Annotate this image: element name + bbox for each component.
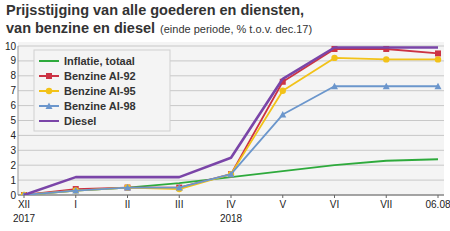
x-tick bbox=[179, 195, 180, 198]
x-tick-label: II bbox=[125, 199, 131, 210]
y-tick-label: 8 bbox=[10, 70, 16, 81]
series-line bbox=[24, 58, 438, 195]
note: (einde periode, % t.o.v. dec.17) bbox=[160, 23, 312, 35]
x-tick-label: IV bbox=[226, 199, 236, 210]
legend-label: Benzine AI-95 bbox=[64, 85, 136, 97]
y-tick-label: 6 bbox=[10, 100, 16, 111]
x-tick bbox=[282, 195, 283, 198]
x-tick-label: VI bbox=[330, 199, 339, 210]
point bbox=[435, 50, 441, 56]
legend-label: Benzine AI-98 bbox=[64, 100, 136, 112]
legend-label: Benzine AI-92 bbox=[64, 70, 136, 82]
y-axis bbox=[18, 46, 19, 195]
point bbox=[383, 83, 390, 90]
legend-box bbox=[34, 50, 170, 131]
point bbox=[331, 55, 337, 61]
y-tick-label: 9 bbox=[10, 55, 16, 66]
x-tick bbox=[438, 195, 439, 198]
point bbox=[176, 184, 183, 191]
grid-line bbox=[18, 135, 444, 136]
chart: 012345678910XIIIIIIIIIVVVIVII06.08201720… bbox=[0, 0, 450, 231]
grid-line bbox=[18, 150, 444, 151]
point bbox=[435, 56, 441, 62]
plot-area bbox=[18, 42, 444, 195]
x-tick-label: III bbox=[175, 199, 183, 210]
y-tick-label: 1 bbox=[10, 175, 16, 186]
subtitle: van benzine en diesel bbox=[6, 20, 155, 36]
x-tick bbox=[24, 195, 25, 198]
x-tick bbox=[231, 195, 232, 198]
series-group bbox=[21, 46, 442, 195]
x-tick-label: I bbox=[74, 199, 77, 210]
y-tick-label: 10 bbox=[5, 41, 17, 52]
legend-label: Inflatie, totaal bbox=[64, 55, 135, 67]
legend-label: Diesel bbox=[64, 115, 96, 127]
legend-marker bbox=[46, 73, 52, 79]
y-tick-label: 2 bbox=[10, 160, 16, 171]
point bbox=[279, 111, 286, 118]
point bbox=[331, 83, 338, 90]
y-tick-label: 4 bbox=[10, 130, 16, 141]
x-tick-label: VII bbox=[380, 199, 392, 210]
x-tick bbox=[386, 195, 387, 198]
x-tick bbox=[75, 195, 76, 198]
year-label: 2018 bbox=[220, 213, 243, 224]
y-tick-label: 5 bbox=[10, 115, 16, 126]
grid-line bbox=[18, 180, 444, 181]
x-tick-label: V bbox=[279, 199, 286, 210]
point bbox=[228, 171, 235, 178]
point bbox=[383, 56, 389, 62]
y-tick-label: 3 bbox=[10, 145, 16, 156]
legend-line bbox=[39, 120, 59, 122]
title: Prijsstijging van alle goederen en diens… bbox=[6, 2, 304, 18]
legend-line bbox=[39, 60, 59, 62]
point bbox=[435, 83, 442, 90]
x-tick bbox=[127, 195, 128, 198]
point bbox=[124, 184, 131, 191]
year-label: 2017 bbox=[13, 213, 36, 224]
series-line bbox=[24, 47, 438, 195]
y-tick-label: 0 bbox=[10, 190, 16, 201]
legend-marker bbox=[46, 88, 52, 94]
series-line bbox=[24, 49, 438, 195]
x-tick-label: XII bbox=[18, 199, 30, 210]
series-line bbox=[24, 86, 438, 195]
point bbox=[72, 187, 79, 194]
legend-marker bbox=[46, 103, 53, 110]
y-tick-label: 7 bbox=[10, 85, 16, 96]
point bbox=[280, 88, 286, 94]
x-tick-label: 06.08 bbox=[425, 199, 450, 210]
grid-line bbox=[18, 165, 444, 166]
x-tick bbox=[334, 195, 335, 198]
legend: Inflatie, totaal Benzine AI-92 Benzine AI-… bbox=[34, 50, 170, 131]
